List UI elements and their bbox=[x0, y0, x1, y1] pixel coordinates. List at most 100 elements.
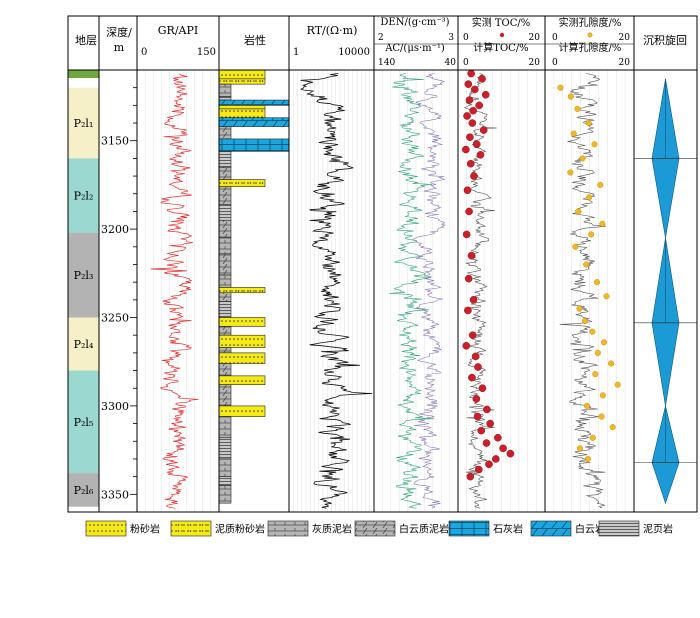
lithology-bed bbox=[218, 458, 232, 477]
toc-measured-point bbox=[482, 439, 491, 447]
toc-measured-point bbox=[506, 449, 515, 458]
por-max: 20 bbox=[619, 33, 631, 43]
legend-swatch bbox=[170, 520, 212, 537]
legend-label: 石灰岩 bbox=[493, 523, 523, 536]
lithology-bed bbox=[218, 204, 232, 221]
lithology-bed bbox=[218, 96, 232, 101]
gr-title: GR/API bbox=[158, 24, 198, 37]
lithology-bed bbox=[218, 253, 232, 276]
strata-interval bbox=[68, 87, 99, 159]
toc-measured-point bbox=[481, 90, 490, 99]
lithology-bed bbox=[218, 219, 232, 239]
toc-measured-point bbox=[466, 472, 475, 481]
lithology-bed bbox=[218, 375, 266, 386]
toc-measured-point bbox=[470, 172, 478, 180]
depth-tick-label: 3300 bbox=[101, 400, 129, 413]
toc-measured-point bbox=[468, 373, 476, 382]
depth-tick-label: 3250 bbox=[101, 312, 129, 325]
legend-swatch bbox=[448, 520, 490, 537]
lithology-bed bbox=[218, 347, 232, 354]
lithology-bed bbox=[218, 437, 232, 460]
ac-max: 40 bbox=[445, 58, 457, 68]
toc-measured-point bbox=[464, 306, 472, 315]
gr-curve bbox=[150, 73, 199, 509]
den-curve bbox=[389, 73, 435, 509]
toc-measured-point bbox=[462, 342, 471, 350]
porosity-measured-point bbox=[589, 434, 596, 441]
ac-curve bbox=[411, 73, 447, 509]
rt-min: 1 bbox=[293, 47, 299, 58]
legend-swatch bbox=[598, 520, 640, 537]
lithology-bed bbox=[218, 105, 266, 110]
legend-swatch bbox=[530, 520, 572, 537]
lithology-bed bbox=[218, 363, 232, 377]
porosity-measured-point bbox=[593, 279, 600, 286]
lithology-bed bbox=[218, 78, 266, 85]
den-title: DEN/(g·cm⁻³) bbox=[380, 17, 449, 28]
toc-measured-point bbox=[499, 444, 507, 453]
legend-swatch bbox=[267, 520, 309, 537]
rt-title: RT/(Ω·m) bbox=[307, 24, 358, 37]
toc-min: 0 bbox=[463, 33, 469, 43]
toc-max: 20 bbox=[529, 33, 541, 43]
toc-max-2: 20 bbox=[529, 58, 541, 68]
lithology-bed bbox=[218, 405, 266, 417]
toc-measured-point bbox=[472, 395, 481, 403]
strata-label: P₂l₁ bbox=[74, 117, 94, 130]
cycle-lower-triangle bbox=[651, 462, 680, 505]
strata-interval bbox=[68, 232, 99, 318]
depth-tick-label: 3150 bbox=[101, 135, 129, 148]
porosity-measured-point bbox=[601, 339, 608, 346]
porosity-measured-point bbox=[570, 130, 577, 137]
toc-measured-point bbox=[485, 460, 493, 469]
lithology-legend: 粉砂岩 泥质粉砂岩 灰质泥岩 白云质泥岩 石灰岩 白云岩 泥页岩 bbox=[85, 520, 673, 537]
porosity-measured-point bbox=[585, 120, 592, 127]
strata-interval bbox=[68, 158, 99, 233]
porosity-measured-point bbox=[575, 208, 582, 215]
depth-tick-label: 3200 bbox=[101, 223, 129, 236]
gr-min: 0 bbox=[141, 47, 147, 58]
toc-measured-point bbox=[473, 412, 482, 421]
toc-measured-point bbox=[467, 69, 475, 78]
legend-label: 白云质泥岩 bbox=[399, 523, 449, 536]
toc-measured-point bbox=[465, 96, 474, 104]
toc-measured-point bbox=[483, 405, 491, 414]
porosity-measured-point bbox=[572, 243, 579, 250]
lithology-bed bbox=[218, 237, 232, 255]
rt-curve bbox=[299, 73, 373, 509]
strata-top-band bbox=[68, 70, 99, 78]
porosity-measured-point bbox=[599, 220, 606, 227]
cycle-upper-triangle bbox=[665, 78, 680, 159]
cycle-title: 沉积旋回 bbox=[643, 33, 687, 47]
toc-measured-label: 实测 TOC/% bbox=[472, 16, 531, 29]
porosity-measured-point bbox=[586, 194, 593, 201]
den-max: 3 bbox=[448, 33, 454, 43]
toc-measured-marker bbox=[499, 32, 505, 38]
toc-measured-point bbox=[474, 363, 482, 371]
depth-unit: m bbox=[114, 41, 125, 54]
toc-measured-point bbox=[463, 112, 471, 120]
porosity-measured-point bbox=[614, 381, 621, 388]
por-measured-marker bbox=[587, 32, 593, 38]
toc-min-2: 0 bbox=[463, 58, 469, 68]
rt-max: 10000 bbox=[338, 47, 370, 58]
porosity-measured-point bbox=[594, 349, 601, 356]
cycle-lower-triangle bbox=[651, 322, 680, 406]
strata-label: P₂l₆ bbox=[74, 484, 94, 497]
lithology-bed bbox=[218, 476, 232, 486]
toc-measured-point bbox=[478, 384, 487, 393]
toc-calc-label: 计算TOC/% bbox=[473, 41, 528, 54]
lithology-bed bbox=[218, 83, 232, 97]
strata-interval bbox=[68, 317, 99, 371]
legend-swatch bbox=[354, 520, 396, 537]
por-min-2: 0 bbox=[552, 58, 558, 68]
toc-measured-point bbox=[467, 251, 476, 260]
lithology-bed bbox=[218, 317, 266, 327]
ac-min: 140 bbox=[378, 58, 395, 68]
porosity-measured-point bbox=[583, 261, 590, 268]
por-calc-label: 计算孔隙度/% bbox=[559, 41, 622, 54]
toc-measured-point bbox=[492, 455, 500, 463]
depth-header: 深度/ bbox=[106, 25, 132, 39]
